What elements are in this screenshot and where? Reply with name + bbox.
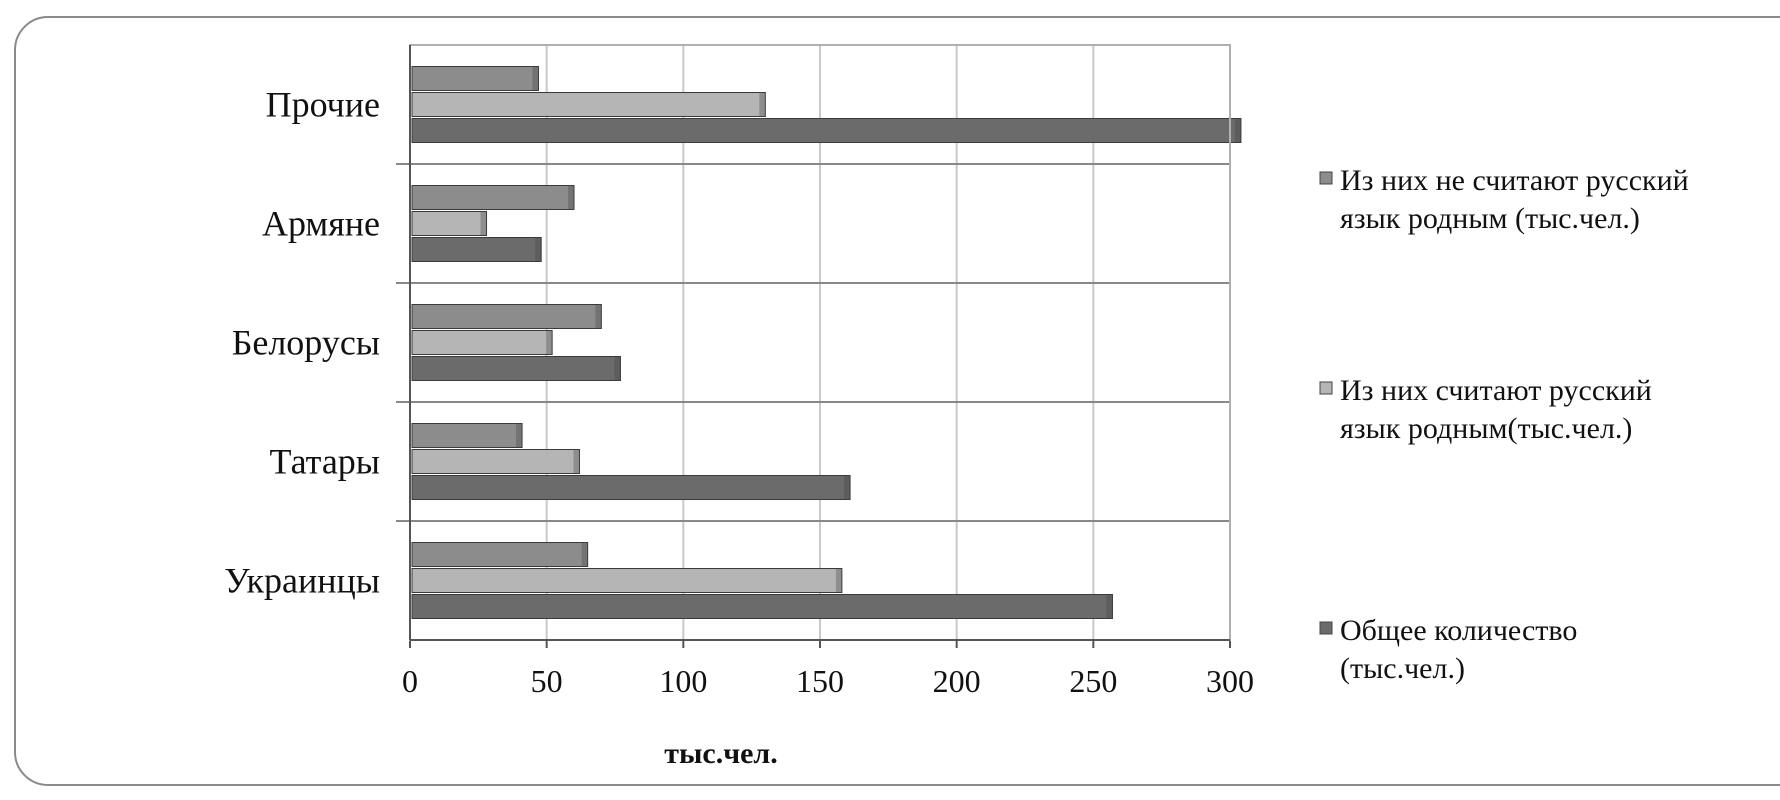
bar-3-1 — [411, 542, 589, 567]
category-label: Украинцы — [224, 561, 380, 601]
bar-end-shade — [844, 475, 851, 500]
bar-end-shade — [1234, 118, 1241, 143]
bar-2-4 — [411, 211, 488, 236]
legend-label: (тыс.чел.) — [1340, 652, 1465, 685]
bars-group — [411, 66, 1242, 619]
bar-end-shade — [546, 330, 553, 355]
category-label: Армяне — [262, 204, 380, 244]
bar-end-shade — [1106, 594, 1113, 619]
x-tick-label: 250 — [1069, 663, 1117, 699]
bar-end-shade — [568, 185, 574, 210]
legend-label: язык родным(тыс.чел.) — [1340, 412, 1632, 445]
axes-group — [409, 44, 1231, 648]
bar-end-shade — [532, 66, 539, 91]
bar-2-3 — [411, 330, 553, 355]
y-category-labels: Украинцы Татары Белорусы Армяне Прочие — [224, 85, 380, 601]
bar-1-3 — [411, 356, 621, 381]
bar-1-4 — [411, 237, 542, 262]
bar-end-shade — [835, 568, 842, 593]
category-label: Татары — [270, 442, 380, 482]
legend-label: Из них считают русский — [1340, 374, 1652, 407]
bar-3-3 — [411, 304, 602, 329]
bar-2-2 — [411, 449, 580, 474]
legend-swatch — [1319, 171, 1333, 185]
category-label: Прочие — [266, 85, 380, 125]
legend-label: Из них не считают русский — [1340, 164, 1689, 197]
chart-frame — [14, 16, 1780, 786]
legend-swatch — [1319, 621, 1333, 635]
x-tick-labels: 0 50 100 150 200 250 300 — [402, 663, 1254, 699]
legend-label: Общее количество — [1340, 614, 1577, 647]
bar-end-shade — [516, 423, 523, 448]
bar-end-shade — [759, 92, 766, 117]
x-axis-title: тыс.чел. — [664, 737, 778, 770]
bar-2-5 — [411, 92, 766, 117]
bar-3-2 — [411, 423, 523, 448]
bar-end-shade — [581, 542, 588, 567]
bar-end-shade — [535, 237, 542, 262]
bar-end-shade — [480, 211, 487, 236]
bar-end-shade — [614, 356, 621, 381]
legend-swatch — [1319, 381, 1333, 395]
x-tick-label: 200 — [933, 663, 981, 699]
legend-label: язык родным (тыс.чел.) — [1340, 202, 1640, 235]
x-tick-label: 150 — [796, 663, 844, 699]
bar-end-shade — [595, 304, 602, 329]
bar-3-5 — [411, 66, 539, 91]
bar-3-4 — [411, 185, 575, 210]
x-tick-label: 300 — [1206, 663, 1254, 699]
bar-2-1 — [411, 568, 843, 593]
legend: Из них не считают русский язык родным (ты… — [1319, 164, 1689, 685]
bar-1-2 — [411, 475, 851, 500]
x-tick-label: 50 — [531, 663, 563, 699]
bar-end-shade — [573, 449, 580, 474]
bar-1-1 — [411, 594, 1113, 619]
bar-1-5 — [411, 118, 1242, 143]
x-tick-label: 100 — [659, 663, 707, 699]
x-tick-label: 0 — [402, 663, 418, 699]
category-label: Белорусы — [232, 323, 380, 363]
